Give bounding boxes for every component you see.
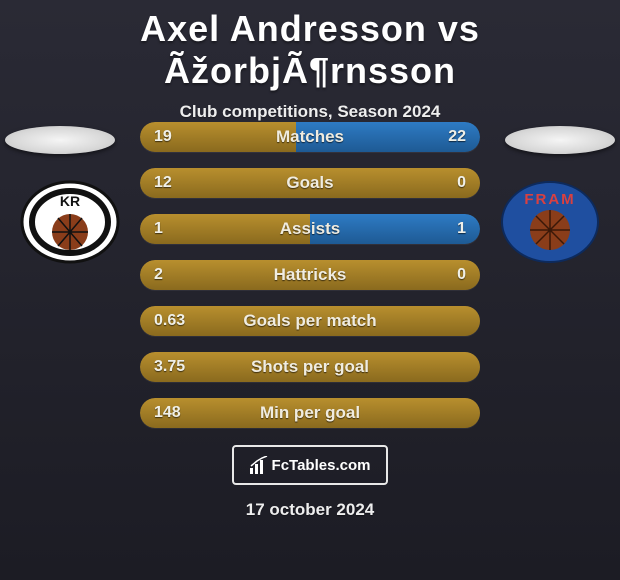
club-crest-left: KR [20,180,120,264]
stat-label: Hattricks [140,260,480,290]
svg-text:FRAM: FRAM [524,191,575,208]
stat-label: Goals per match [140,306,480,336]
stat-row: 3.75Shots per goal [140,352,480,382]
stat-label: Shots per goal [140,352,480,382]
fctables-badge-text: FcTables.com [272,457,371,474]
svg-text:KR: KR [60,193,80,209]
comparison-subtitle: Club competitions, Season 2024 [0,102,620,122]
stat-row: 0.63Goals per match [140,306,480,336]
stat-label: Matches [140,122,480,152]
stat-rows-container: 1922Matches 120Goals 11Assists 20Hattricks 0… [140,122,480,444]
stat-row: 11Assists [140,214,480,244]
stat-row: 20Hattricks [140,260,480,290]
stat-row: 120Goals [140,168,480,198]
player-left-avatar-placeholder [5,126,115,154]
fctables-badge[interactable]: FcTables.com [232,445,388,485]
footer-date: 17 october 2024 [0,500,620,520]
stat-row: 148Min per goal [140,398,480,428]
stat-row: 1922Matches [140,122,480,152]
player-right-avatar-placeholder [505,126,615,154]
club-crest-right: FRAM [500,180,600,264]
stat-label: Min per goal [140,398,480,428]
stat-label: Assists [140,214,480,244]
comparison-title: Axel Andresson vs ÃžorbjÃ¶rnsson [0,0,620,92]
chart-icon [250,456,268,474]
stat-label: Goals [140,168,480,198]
